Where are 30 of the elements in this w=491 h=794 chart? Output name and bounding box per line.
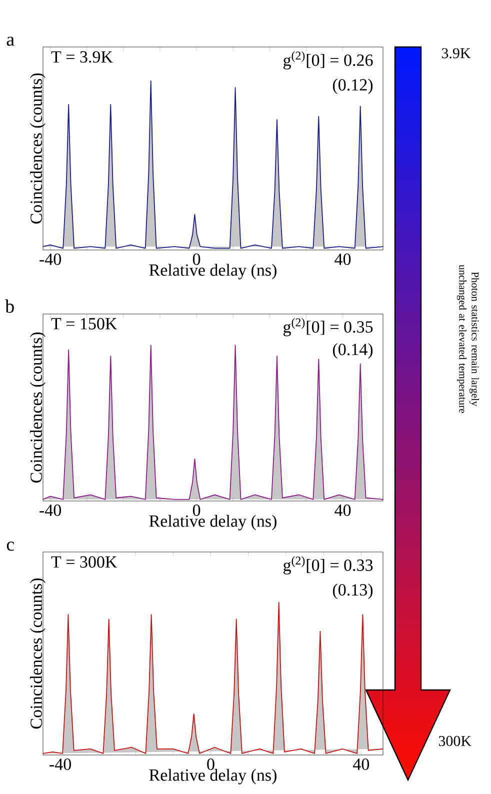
text: 300K — [438, 736, 472, 746]
x-tick-label: 40 — [334, 254, 351, 266]
y-axis-title: Coincidences (counts) — [30, 332, 46, 483]
x-tick-label: -40 — [40, 504, 61, 516]
text: c — [6, 542, 14, 551]
text: a — [6, 36, 14, 46]
annotation: (0.14) — [332, 343, 373, 359]
text: g$^{(2)}$[0] = 0.26 — [284, 51, 373, 70]
text: g$^{(2)}$[0] = 0.33 — [284, 556, 373, 574]
text: T = 150K — [51, 318, 118, 330]
text: T = 300K — [51, 556, 118, 568]
text: b — [5, 299, 14, 313]
annotation: (0.12) — [332, 78, 373, 94]
x-tick-label: 40 — [353, 758, 370, 770]
y-axis-title: Coincidences (counts) — [30, 73, 46, 224]
x-tick-label: 0 — [192, 504, 200, 516]
y-axis-title: Coincidences (counts) — [30, 578, 46, 729]
x-axis-title: Relative delay (ns) — [149, 264, 276, 280]
x-axis-title: Relative delay (ns) — [149, 768, 276, 784]
x-axis-title: Relative delay (ns) — [149, 514, 276, 530]
text: (0.13) — [332, 584, 373, 600]
text: T = 3.9K — [51, 51, 113, 63]
x-tick-label: 40 — [334, 504, 351, 516]
text: Photon statistics remain largely unchanged at elevated temperature — [456, 264, 480, 413]
x-tick-label: -40 — [50, 758, 71, 770]
x-tick-label: 0 — [192, 254, 200, 266]
x-tick-label: -40 — [40, 254, 61, 266]
x-tick-label: 0 — [207, 758, 214, 770]
text: g$^{(2)}$[0] = 0.35 — [284, 318, 373, 336]
text: 3.9K — [442, 48, 471, 58]
